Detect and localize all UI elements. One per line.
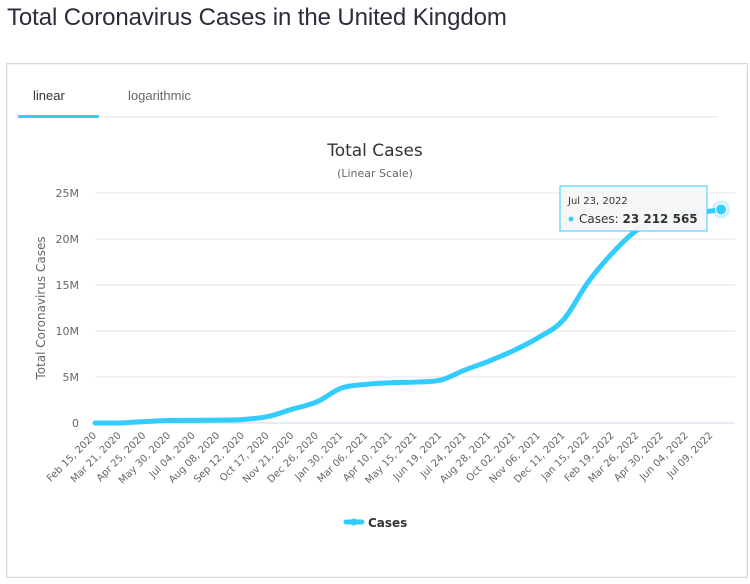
tooltip-value: 23 212 565 [622, 212, 697, 226]
chart-panel: linear logarithmic [6, 63, 748, 578]
cases-series-line[interactable] [92, 206, 724, 426]
tooltip-date: Jul 23, 2022 [567, 196, 628, 207]
legend-item-cases[interactable]: Cases [343, 516, 407, 530]
y-tick-label: 5M [63, 371, 80, 384]
hover-point-marker[interactable] [715, 203, 728, 216]
tab-divider [18, 116, 718, 118]
tab-linear[interactable]: linear [33, 88, 65, 103]
chart-title: Total Cases [326, 141, 423, 161]
y-axis-ticks: 0 5M 10M 15M 20M 25M [56, 187, 80, 430]
tooltip: Jul 23, 2022 Cases: 23 212 565 [559, 185, 708, 232]
page-title: Total Coronavirus Cases in the United Ki… [7, 4, 507, 31]
y-tick-label: 0 [72, 417, 79, 430]
active-tab-indicator [18, 115, 99, 118]
legend-label: Cases [368, 516, 407, 530]
y-tick-label: 20M [56, 233, 80, 246]
legend-marker-icon [350, 518, 358, 526]
tooltip-bullet-icon [568, 216, 574, 222]
y-axis-title: Total Coronavirus Cases [34, 236, 48, 380]
chart-subtitle: (Linear Scale) [337, 167, 413, 180]
y-tick-label: 10M [56, 325, 80, 338]
y-tick-label: 25M [56, 187, 80, 200]
tooltip-value-line: Cases: 23 212 565 [579, 212, 698, 226]
tooltip-series-label: Cases: [579, 212, 622, 226]
tab-logarithmic[interactable]: logarithmic [128, 88, 191, 103]
y-tick-label: 15M [56, 279, 80, 292]
